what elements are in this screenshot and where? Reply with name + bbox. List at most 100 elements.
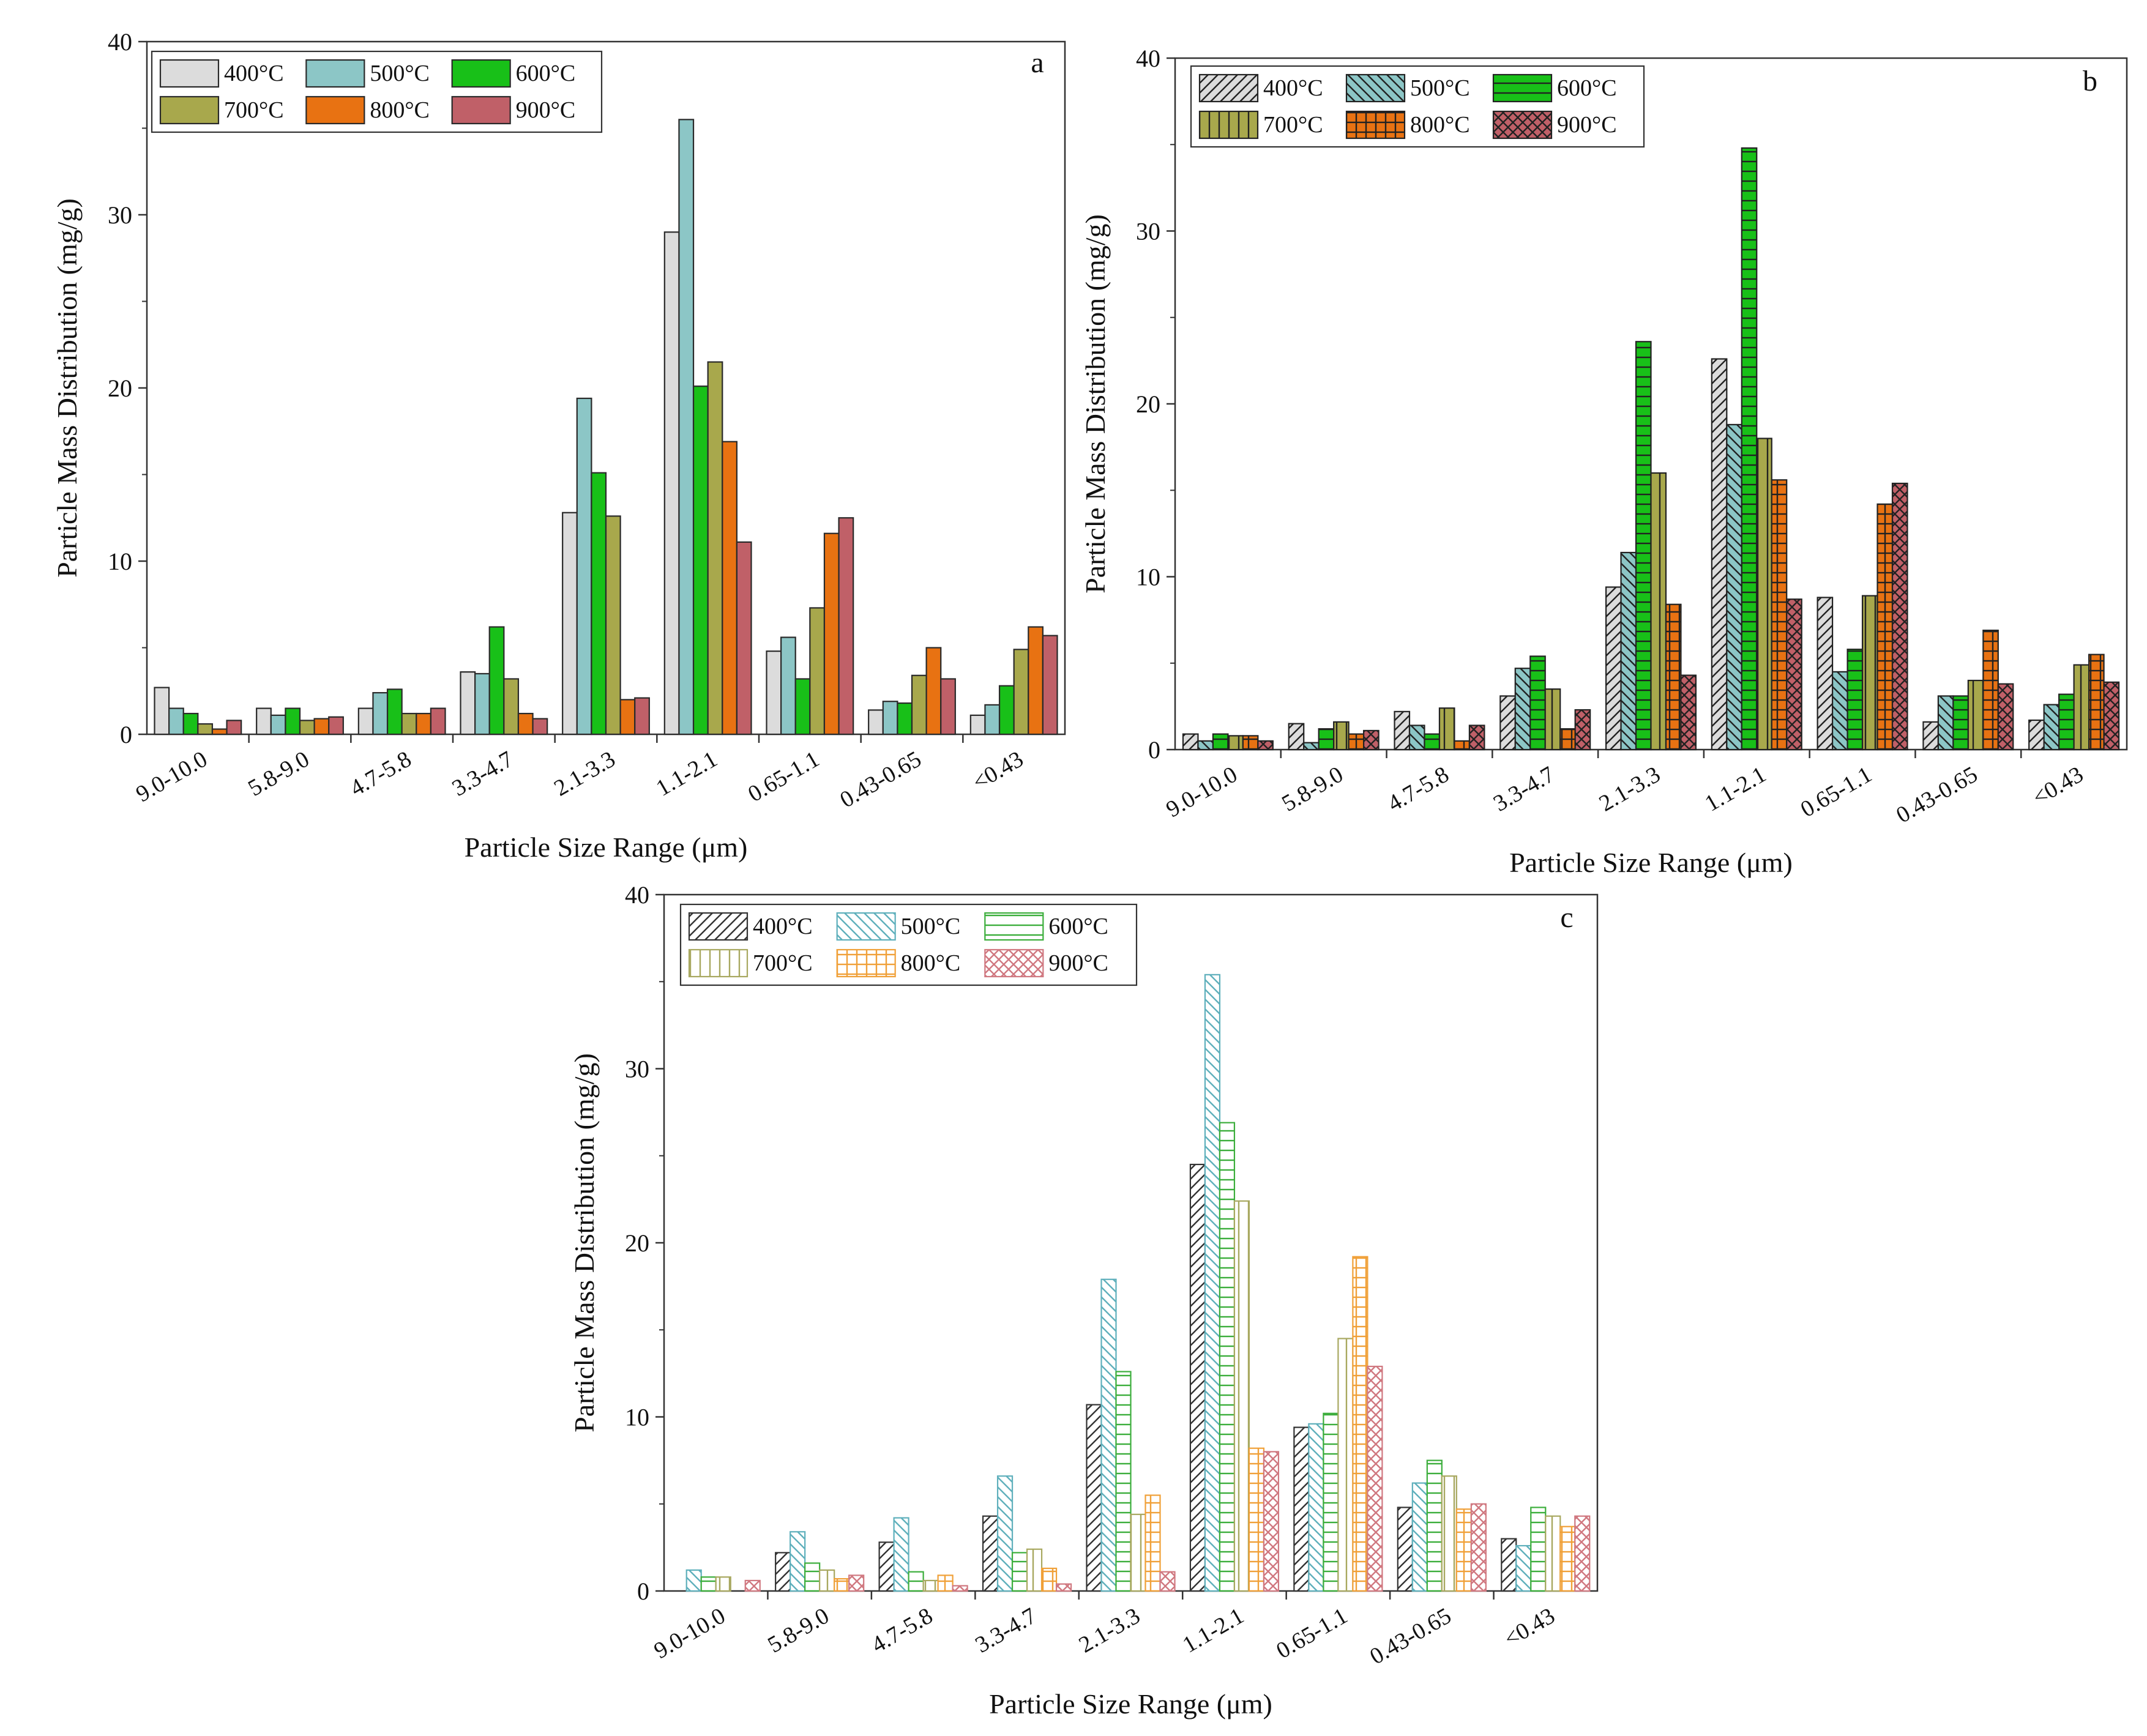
bar	[1144, 1494, 1161, 1592]
legend-swatch	[836, 948, 896, 978]
bar	[1680, 674, 1697, 751]
legend-entry: 400°C	[224, 61, 284, 86]
x-tick-label: 1.1-2.1	[1178, 1603, 1248, 1658]
legend-swatch	[984, 912, 1044, 941]
bar	[1013, 649, 1029, 736]
bar	[1130, 1513, 1146, 1592]
legend-swatch	[1345, 110, 1406, 140]
bar	[1318, 728, 1335, 751]
bar	[952, 1585, 968, 1592]
bar	[1189, 1163, 1206, 1592]
bar	[1514, 668, 1531, 751]
y-tick-label: 10	[1136, 564, 1160, 591]
bar	[401, 712, 417, 736]
bar	[969, 714, 986, 736]
x-tick-label: <0.43	[2028, 761, 2088, 810]
bar	[922, 1579, 939, 1592]
legend-entry: 900°C	[516, 97, 576, 123]
bar	[211, 728, 228, 736]
bar	[1363, 729, 1380, 751]
bar	[1426, 1459, 1443, 1592]
bar	[460, 671, 476, 736]
bar	[1337, 1338, 1354, 1592]
x-tick-label: 1.1-2.1	[1701, 761, 1771, 816]
y-tick-label: 20	[1136, 390, 1160, 418]
x-tick-label: 3.3-4.7	[971, 1603, 1040, 1658]
legend-swatch	[451, 59, 511, 88]
bar	[1891, 482, 1908, 751]
bar	[707, 361, 723, 736]
bar	[1352, 1256, 1368, 1592]
bar	[1967, 679, 1984, 751]
panel-label: b	[2083, 65, 2097, 97]
bar	[1293, 1426, 1310, 1592]
y-tick-label: 0	[1148, 736, 1160, 764]
y-tick-label: 40	[108, 28, 132, 56]
bar	[736, 541, 752, 736]
x-tick-label: 0.65-1.1	[1796, 761, 1876, 822]
bar	[766, 650, 782, 736]
bar	[804, 1562, 821, 1592]
legend-entry: 700°C	[1263, 112, 1323, 138]
bar	[1846, 649, 1864, 751]
y-tick-label: 20	[625, 1229, 649, 1257]
bar	[700, 1576, 717, 1592]
bar	[1817, 597, 1834, 751]
bar	[809, 607, 826, 736]
bar	[1227, 735, 1244, 751]
bar	[882, 701, 898, 736]
bar	[848, 1574, 865, 1592]
legend-swatch	[159, 59, 220, 88]
bar	[634, 697, 650, 736]
legend: 400°C 500°C 600°C 700°C 800°C 900°C	[151, 50, 603, 133]
bar	[838, 517, 854, 736]
bar	[1086, 1404, 1102, 1592]
y-axis-label: Particle Mass Distribution (mg/g)	[51, 198, 83, 578]
bar	[1424, 733, 1441, 751]
legend-entry: 800°C	[1410, 112, 1470, 138]
legend-entry: 700°C	[224, 97, 284, 123]
bar	[1040, 1567, 1058, 1592]
bar	[1055, 1583, 1072, 1592]
bar	[775, 1552, 791, 1592]
panel-label: c	[1560, 901, 1573, 934]
legend-swatch	[984, 948, 1044, 978]
x-tick-label: 0.65-1.1	[744, 746, 824, 807]
x-tick-label: <0.43	[968, 746, 1028, 795]
legend-entry: 600°C	[1048, 914, 1108, 939]
bar	[1408, 725, 1425, 751]
legend-swatch	[836, 912, 896, 941]
bar	[1620, 551, 1637, 751]
legend-swatch	[1492, 73, 1553, 103]
bar	[685, 1569, 702, 1592]
bar	[911, 674, 927, 736]
bar	[1308, 1423, 1324, 1592]
x-tick-label: 0.43-0.65	[1365, 1603, 1455, 1669]
legend-swatch	[451, 95, 511, 125]
bar	[984, 704, 1001, 736]
bar	[834, 1578, 850, 1592]
bar	[430, 707, 446, 736]
bar	[794, 678, 811, 736]
bar	[1876, 503, 1894, 751]
bar	[357, 707, 374, 736]
legend-entry: 400°C	[753, 914, 813, 939]
bar	[1665, 603, 1682, 751]
bar	[1323, 1412, 1339, 1592]
bar	[1470, 1503, 1487, 1592]
bar	[1026, 1548, 1043, 1592]
legend-entry: 600°C	[1557, 75, 1617, 101]
bar	[1711, 358, 1728, 751]
legend-entry: 900°C	[1048, 950, 1108, 976]
legend-entry: 500°C	[370, 61, 430, 86]
x-tick-label: 9.0-10.0	[132, 746, 212, 807]
bar	[1952, 695, 1969, 751]
bar	[1544, 688, 1561, 751]
bar	[1605, 586, 1622, 751]
bar	[790, 1531, 806, 1592]
bar	[1559, 728, 1576, 751]
bar	[937, 1574, 954, 1592]
bar	[1832, 671, 1848, 751]
bar	[678, 119, 695, 736]
y-tick-label: 0	[637, 1578, 649, 1605]
